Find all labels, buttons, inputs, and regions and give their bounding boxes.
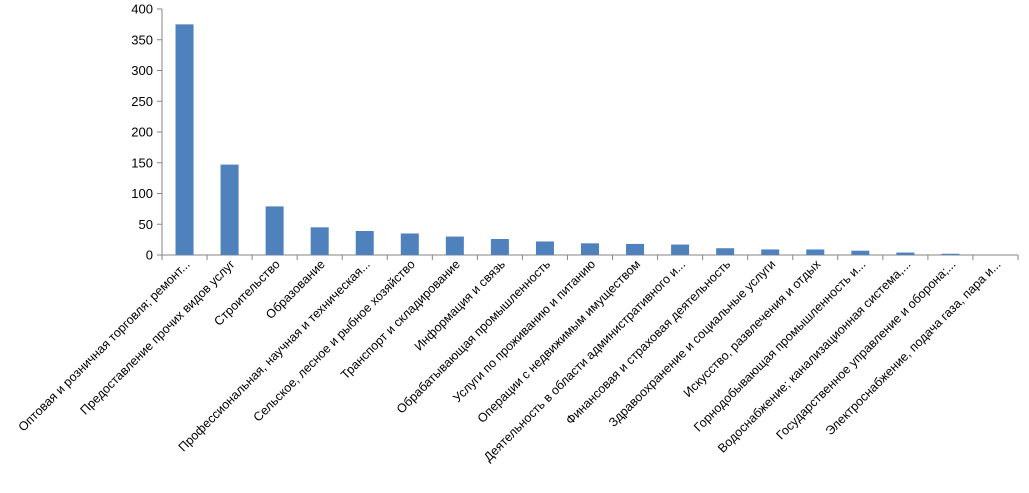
y-tick-label: 150 <box>131 155 153 170</box>
y-tick-label: 100 <box>131 186 153 201</box>
bars <box>175 24 960 255</box>
y-tick-label: 200 <box>131 125 153 140</box>
y-tick-label: 0 <box>146 248 153 263</box>
bar <box>716 248 735 255</box>
x-tick-label: Оптовая и розничная торговля; ремонт... <box>16 257 193 434</box>
bar <box>535 241 554 255</box>
category-labels: Оптовая и розничная торговля; ремонт...П… <box>16 257 1004 465</box>
y-tick-label: 300 <box>131 63 153 78</box>
bar <box>896 252 915 255</box>
bar <box>445 236 464 255</box>
bar <box>400 233 419 255</box>
bar <box>355 231 374 255</box>
bar <box>761 249 780 255</box>
bar <box>310 227 329 255</box>
bar <box>581 243 599 255</box>
y-tick-label: 50 <box>139 217 153 232</box>
bar <box>265 206 284 255</box>
bar <box>490 239 509 255</box>
y-tick-label: 350 <box>131 32 153 47</box>
bar <box>671 244 690 255</box>
x-tick-label: Информация и связь <box>412 257 508 353</box>
y-tick-label: 400 <box>131 2 153 17</box>
bar <box>626 243 645 255</box>
y-tick-label: 250 <box>131 94 153 109</box>
bar <box>806 249 825 255</box>
bar <box>220 164 239 255</box>
x-tick-label: Операции с недвижимым имуществом <box>475 257 643 425</box>
x-tick-label: Финансовая и страховая деятельность <box>563 257 733 427</box>
bar <box>941 253 960 255</box>
x-tick-label: Здравоохранение и социальные услуги <box>606 257 778 429</box>
x-tick-label: Сельское, лесное и рыбное хозяйство <box>251 257 418 424</box>
bar <box>175 24 194 255</box>
bar <box>851 250 870 255</box>
y-axis: 0 50 100 150 200 250 300 350 400 <box>131 2 163 263</box>
